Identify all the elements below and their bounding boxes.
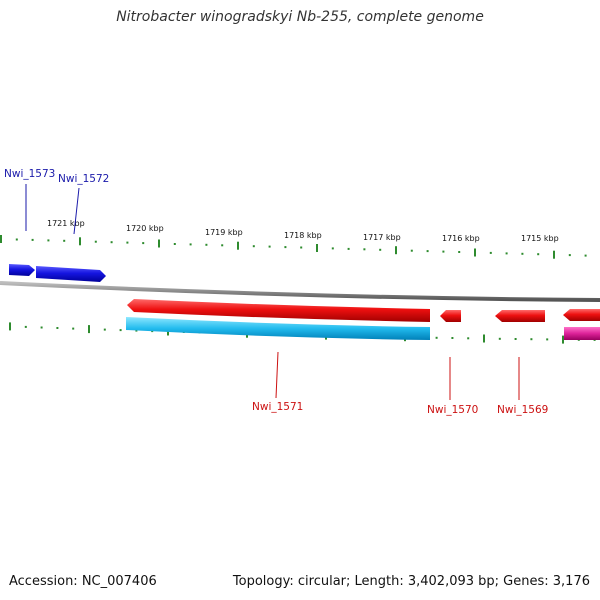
minor-tick [173,243,176,245]
minor-tick [142,242,145,245]
minor-tick [24,325,27,328]
kbp-label: 1721 kbp [47,219,85,228]
major-tick [474,248,476,257]
minor-tick [521,252,524,255]
gene-arrow-nwi-1571[interactable] [127,299,430,322]
kbp-label: 1717 kbp [363,233,401,242]
minor-tick [126,241,129,244]
minor-tick [94,240,97,243]
leader-line-nwi-1571 [275,351,279,399]
major-tick [88,325,90,334]
gene-arrow-partial[interactable] [563,309,600,321]
minor-tick [331,247,334,250]
leader-line-nwi-1572 [73,187,80,235]
genome-summary-text: Topology: circular; Length: 3,402,093 bp… [232,574,590,589]
minor-tick [40,326,43,329]
gene-label-nwi-1570[interactable]: Nwi_1570 [427,404,478,416]
minor-tick [410,249,413,252]
minor-tick [347,247,350,250]
minor-tick [530,338,533,341]
gene-label-nwi-1572[interactable]: Nwi_1572 [58,173,109,185]
minor-tick [363,248,366,251]
map-title: Nitrobacter winogradskyi Nb-255, complet… [116,9,484,25]
major-tick [316,244,318,252]
minor-tick [379,248,382,251]
minor-tick [119,329,122,332]
kbp-label: 1715 kbp [521,234,559,243]
major-tick [553,250,555,259]
minor-tick [514,338,517,340]
scale-ticks-outer [0,235,587,259]
minor-tick [426,250,429,253]
minor-tick [442,250,445,253]
minor-tick [135,329,138,332]
scale-labels: 1721 kbp 1720 kbp 1719 kbp 1718 kbp 1717… [47,219,559,243]
minor-tick [451,337,454,339]
minor-tick [47,239,50,242]
gene-arrow-nwi-1572[interactable] [36,266,106,282]
gene-arrow-nwi-1573[interactable] [9,264,35,276]
minor-tick [467,337,470,340]
minor-tick [568,254,571,257]
kbp-label: 1720 kbp [126,224,164,233]
major-tick [158,239,160,248]
minor-tick [458,251,461,253]
minor-tick [72,327,75,330]
minor-tick [284,246,287,249]
minor-tick [110,241,113,244]
kbp-label: 1718 kbp [284,231,322,240]
minor-tick [498,337,501,340]
gene-label-nwi-1569[interactable]: Nwi_1569 [497,404,548,416]
minor-tick [546,338,549,341]
kbp-label: 1716 kbp [442,234,480,243]
cds-feature[interactable] [126,317,430,340]
minor-tick [56,327,59,329]
minor-tick [63,239,66,242]
minor-tick [435,336,438,339]
major-tick [237,241,239,250]
minor-tick [537,253,540,256]
major-tick [9,322,11,331]
minor-tick [584,254,587,257]
minor-tick [15,238,18,241]
gene-arrow-nwi-1570[interactable] [440,310,461,322]
major-tick [562,335,564,344]
other-feature[interactable] [564,327,600,340]
minor-tick [189,243,192,246]
major-tick [0,235,2,243]
minor-tick [221,244,224,247]
major-tick [395,246,397,255]
kbp-label: 1719 kbp [205,228,243,237]
major-tick [79,237,81,246]
minor-tick [252,245,255,248]
minor-tick [205,243,208,246]
major-tick [483,334,485,343]
minor-tick [268,245,271,248]
gene-label-nwi-1573[interactable]: Nwi_1573 [4,168,55,180]
accession-text: Accession: NC_007406 [9,574,157,589]
minor-tick [489,251,492,254]
minor-tick [31,238,34,241]
minor-tick [505,252,508,255]
minor-tick [103,328,106,331]
gene-label-nwi-1571[interactable]: Nwi_1571 [252,401,303,413]
minor-tick [300,246,303,249]
genome-backbone [0,281,600,302]
gene-arrow-nwi-1569[interactable] [495,310,545,322]
